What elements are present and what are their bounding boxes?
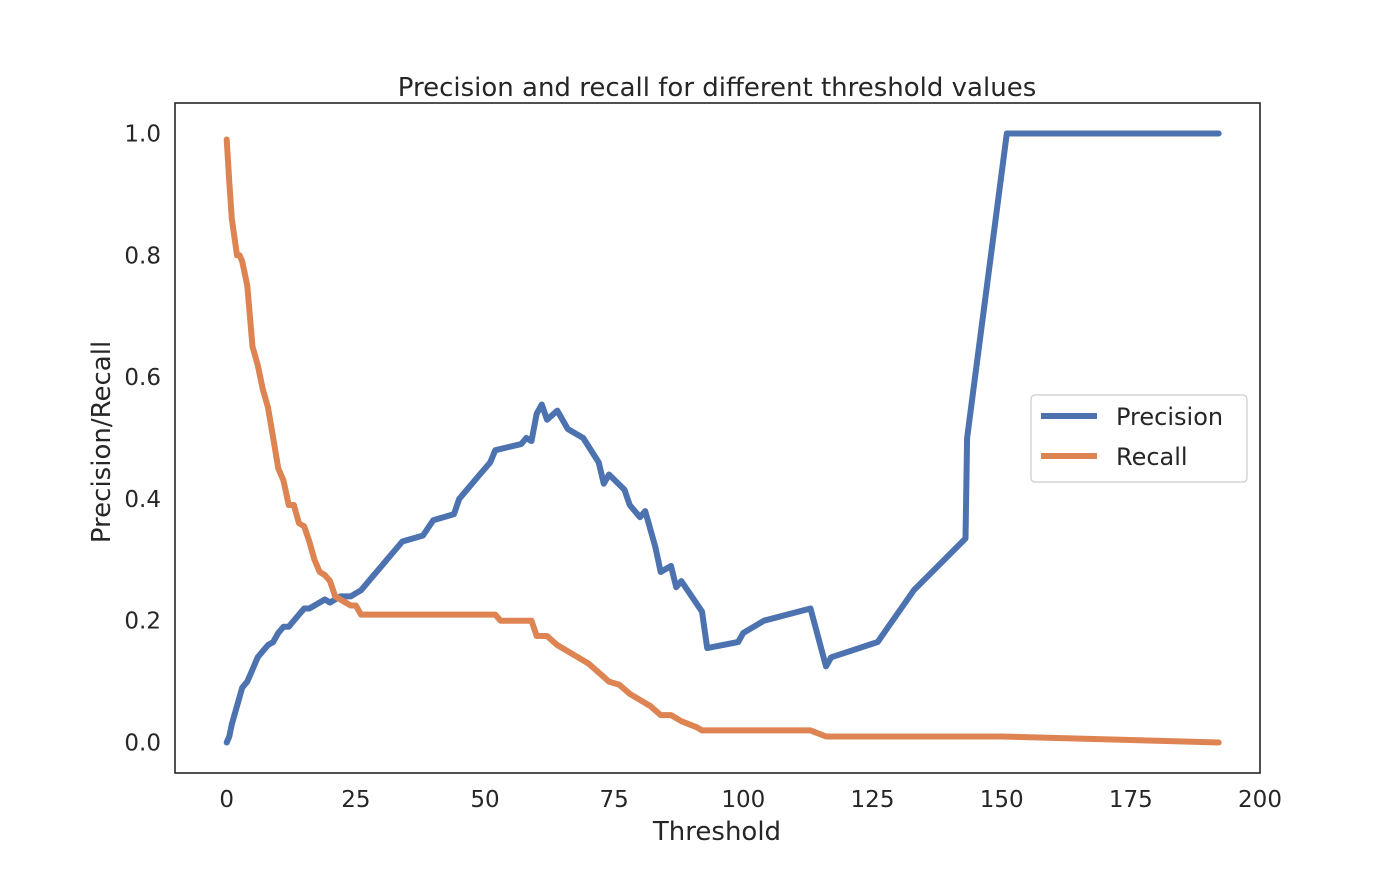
x-tick-label: 75 — [600, 787, 629, 813]
x-tick-label: 25 — [341, 787, 370, 813]
x-tick-label: 175 — [1109, 787, 1153, 813]
y-tick-label: 0.2 — [124, 609, 161, 635]
y-tick-label: 0.4 — [124, 487, 161, 513]
x-tick-label: 125 — [851, 787, 895, 813]
x-tick-label: 0 — [219, 787, 234, 813]
series-line-recall — [223, 136, 1222, 746]
y-ticks: 0.0 0.2 0.4 0.6 0.8 1.0 — [124, 121, 161, 756]
y-tick-label: 0.6 — [124, 365, 161, 391]
y-axis-label: Precision/Recall — [87, 341, 117, 543]
x-ticks: 0 25 50 75 100 125 150 175 200 — [219, 787, 1282, 813]
series-line-precision — [223, 130, 1222, 746]
x-tick-label: 50 — [470, 787, 499, 813]
y-tick-label: 1.0 — [124, 121, 161, 147]
x-axis-label: Threshold — [652, 817, 781, 847]
legend-label-recall: Recall — [1116, 443, 1188, 471]
x-tick-label: 200 — [1238, 787, 1282, 813]
series-layer — [223, 130, 1222, 746]
legend: Precision Recall — [1030, 394, 1248, 483]
plot-frame — [174, 102, 1261, 774]
x-tick-label: 150 — [980, 787, 1024, 813]
y-tick-label: 0.0 — [124, 731, 161, 757]
legend-label-precision: Precision — [1116, 403, 1223, 431]
x-tick-label: 100 — [721, 787, 765, 813]
chart-title: Precision and recall for different thres… — [398, 73, 1037, 103]
y-tick-label: 0.8 — [124, 243, 161, 269]
